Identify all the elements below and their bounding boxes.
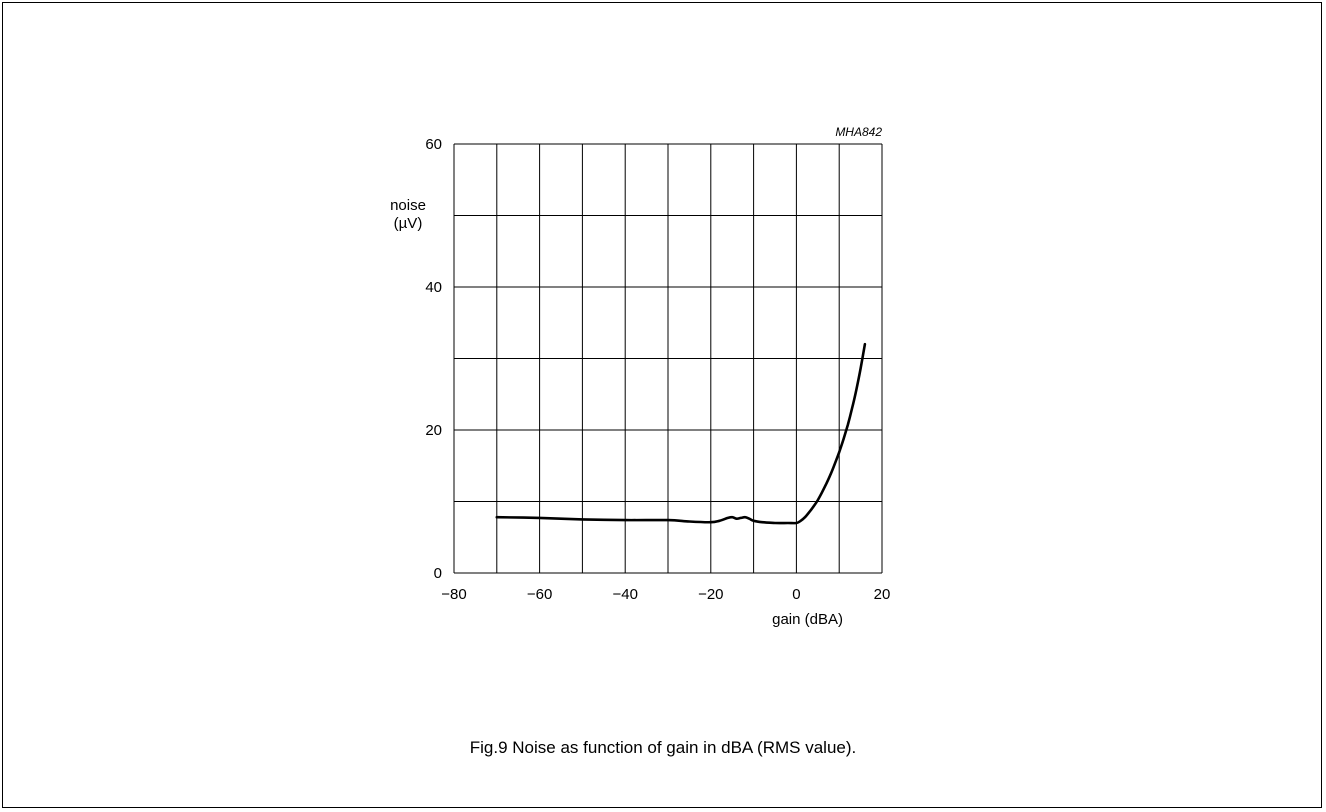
x-axis-label: gain (dBA) — [772, 611, 843, 628]
x-tick-labels: −80 −60 −40 −20 0 20 — [441, 586, 890, 603]
x-tick-label: −60 — [527, 586, 552, 603]
y-tick-labels: 0 20 40 60 — [425, 136, 442, 582]
figure-code: MHA842 — [835, 125, 882, 139]
x-tick-label: −40 — [612, 586, 637, 603]
figure-caption: Fig.9 Noise as function of gain in dBA (… — [469, 738, 857, 757]
x-tick-label: 0 — [792, 586, 800, 603]
x-tick-label: 20 — [874, 586, 891, 603]
grid-lines — [453, 143, 883, 574]
x-tick-label: −20 — [698, 586, 723, 603]
y-axis-label-line1: noise — [390, 197, 426, 214]
y-tick-label: 20 — [425, 422, 442, 439]
x-tick-label: −80 — [441, 586, 466, 603]
y-tick-label: 40 — [425, 279, 442, 296]
noise-curve — [495, 342, 867, 525]
y-axis-label-line2: (µV) — [394, 215, 423, 232]
y-tick-label: 0 — [434, 565, 442, 582]
series-group — [495, 342, 867, 525]
y-tick-label: 60 — [425, 136, 442, 153]
